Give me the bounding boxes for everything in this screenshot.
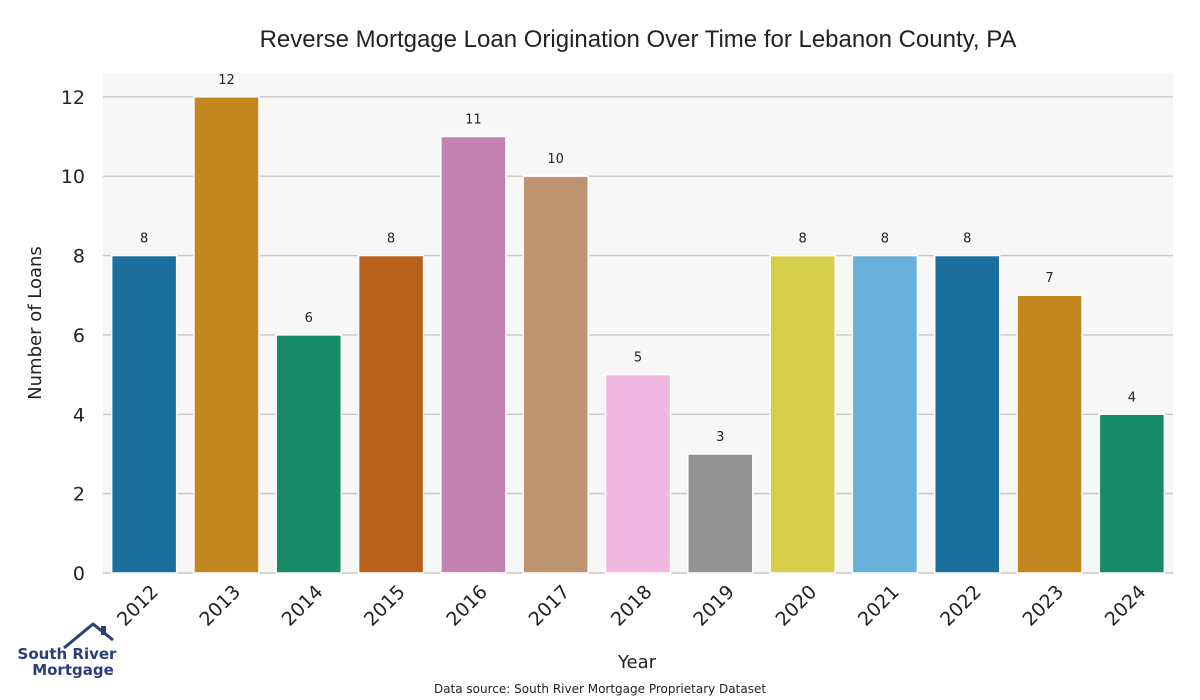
bar-2023 <box>1016 294 1083 574</box>
y-tick-label: 12 <box>61 87 85 109</box>
y-tick-label: 4 <box>73 404 85 426</box>
bar-value-label: 8 <box>881 232 889 247</box>
bar-2024 <box>1098 413 1166 574</box>
bar-2021 <box>851 254 919 574</box>
bar-value-label: 8 <box>140 232 148 247</box>
bar-value-label: 12 <box>218 73 235 88</box>
logo-line-1: South River <box>18 645 118 663</box>
x-tick-label: 2012 <box>113 581 163 631</box>
bar-value-label: 10 <box>547 152 564 167</box>
bar-value-label: 8 <box>963 232 971 247</box>
bars <box>110 96 1166 574</box>
bar-2014 <box>275 334 343 574</box>
bar-value-label: 7 <box>1045 271 1053 286</box>
x-tick-label: 2018 <box>607 581 657 631</box>
y-tick-label: 6 <box>73 325 85 347</box>
y-tick-label: 10 <box>61 166 85 188</box>
bar-2013 <box>193 96 260 574</box>
bar-value-label: 4 <box>1128 390 1136 405</box>
x-axis-label: Year <box>617 652 657 673</box>
y-tick-label: 2 <box>73 484 85 506</box>
house-roof-icon <box>63 622 114 650</box>
y-tick-label: 0 <box>73 563 85 585</box>
bar-value-label: 3 <box>716 430 724 445</box>
x-tick-label: 2022 <box>936 581 986 631</box>
bar-value-label: 11 <box>465 112 482 127</box>
bar-value-label: 8 <box>798 232 806 247</box>
x-tick-label: 2013 <box>195 581 245 631</box>
bar-2022 <box>933 254 1001 574</box>
source-note: Data source: South River Mortgage Propri… <box>434 682 766 696</box>
logo-line-2: Mortgage <box>32 661 114 679</box>
bar-value-labels: 8 12 6 8 11 10 5 3 8 8 8 7 4 <box>140 73 1136 445</box>
y-axis-label: Number of Loans <box>25 246 46 400</box>
bar-2018 <box>604 373 672 574</box>
company-logo: South River Mortgage <box>18 622 118 679</box>
y-tick-label: 8 <box>73 246 85 268</box>
bar-2019 <box>687 453 754 574</box>
x-tick-label: 2017 <box>525 581 575 631</box>
x-tick-label: 2016 <box>442 581 492 631</box>
bar-value-label: 6 <box>305 311 313 326</box>
x-tick-label: 2015 <box>360 581 410 631</box>
x-tick-label: 2023 <box>1018 581 1068 631</box>
x-tick-label: 2024 <box>1101 581 1151 631</box>
chart-title: Reverse Mortgage Loan Origination Over T… <box>260 26 1017 53</box>
x-tick-label: 2020 <box>771 581 821 631</box>
bar-2016 <box>440 135 507 574</box>
x-tick-label: 2014 <box>278 581 328 631</box>
x-tick-label: 2021 <box>854 581 904 631</box>
bar-value-label: 5 <box>634 351 642 366</box>
bar-2012 <box>110 254 178 574</box>
bar-2020 <box>769 254 836 574</box>
bar-value-label: 8 <box>387 232 395 247</box>
y-tick-labels: 0 2 4 6 8 10 12 <box>61 87 85 585</box>
x-tick-labels: 2012 2013 2014 2015 2016 2017 2018 2019 2020 2021… <box>113 581 1150 631</box>
bar-2015 <box>357 254 425 574</box>
x-tick-label: 2019 <box>689 581 739 631</box>
bar-2017 <box>522 175 589 574</box>
